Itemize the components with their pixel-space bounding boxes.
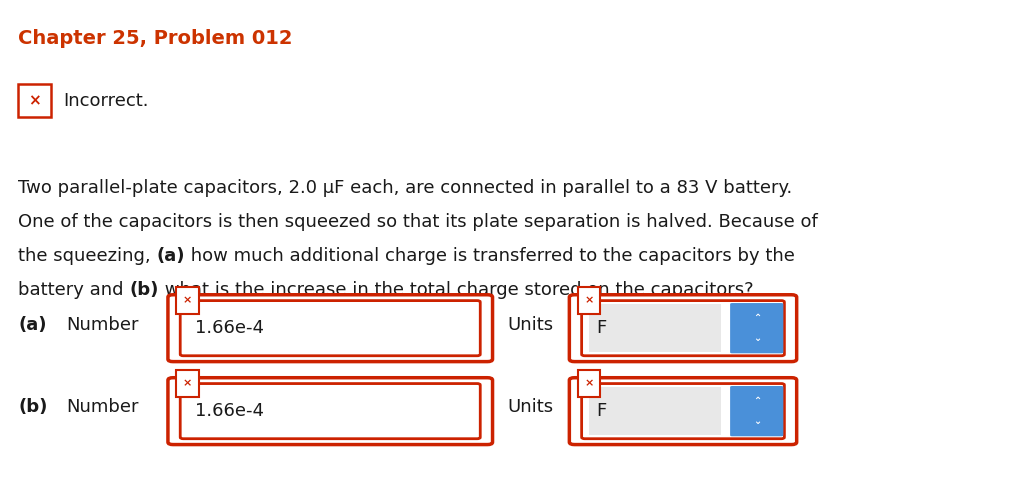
Text: what is the increase in the total charge stored on the capacitors?: what is the increase in the total charge… bbox=[159, 282, 754, 299]
FancyBboxPatch shape bbox=[180, 384, 480, 439]
Text: ×: × bbox=[584, 295, 594, 305]
Text: how much additional charge is transferred to the capacitors by the: how much additional charge is transferre… bbox=[185, 247, 796, 265]
Text: Units: Units bbox=[507, 399, 553, 416]
Text: the squeezing,: the squeezing, bbox=[18, 247, 157, 265]
Text: ⌄: ⌄ bbox=[753, 333, 761, 343]
Text: 1.66e-4: 1.66e-4 bbox=[195, 402, 263, 420]
Text: ×: × bbox=[182, 295, 193, 305]
Text: One of the capacitors is then squeezed so that its plate separation is halved. B: One of the capacitors is then squeezed s… bbox=[18, 213, 818, 231]
FancyBboxPatch shape bbox=[582, 384, 784, 439]
Bar bbox=[589, 387, 721, 435]
Text: Number: Number bbox=[67, 316, 139, 333]
Bar bbox=[578, 370, 600, 396]
FancyBboxPatch shape bbox=[569, 378, 797, 445]
Bar bbox=[18, 84, 51, 117]
Text: ×: × bbox=[182, 378, 193, 388]
Bar bbox=[578, 287, 600, 314]
Text: Number: Number bbox=[67, 399, 139, 416]
Text: (b): (b) bbox=[18, 399, 48, 416]
FancyBboxPatch shape bbox=[180, 301, 480, 356]
Bar bbox=[176, 287, 199, 314]
Text: Incorrect.: Incorrect. bbox=[63, 92, 148, 109]
Text: ×: × bbox=[29, 93, 41, 108]
Text: Units: Units bbox=[507, 316, 553, 333]
Text: ⌃: ⌃ bbox=[753, 396, 761, 406]
FancyBboxPatch shape bbox=[730, 303, 783, 353]
Bar bbox=[176, 370, 199, 396]
Text: 1.66e-4: 1.66e-4 bbox=[195, 319, 263, 337]
FancyBboxPatch shape bbox=[582, 301, 784, 356]
Text: ⌄: ⌄ bbox=[753, 416, 761, 426]
Text: Two parallel-plate capacitors, 2.0 μF each, are connected in parallel to a 83 V : Two parallel-plate capacitors, 2.0 μF ea… bbox=[18, 179, 793, 197]
FancyBboxPatch shape bbox=[168, 378, 493, 445]
Text: F: F bbox=[596, 319, 606, 337]
Text: (a): (a) bbox=[18, 316, 47, 333]
FancyBboxPatch shape bbox=[168, 295, 493, 362]
Text: ×: × bbox=[584, 378, 594, 388]
Text: (b): (b) bbox=[130, 282, 159, 299]
Text: ⌃: ⌃ bbox=[753, 313, 761, 323]
Text: F: F bbox=[596, 402, 606, 420]
FancyBboxPatch shape bbox=[730, 386, 783, 436]
Text: battery and: battery and bbox=[18, 282, 130, 299]
FancyBboxPatch shape bbox=[569, 295, 797, 362]
Text: (a): (a) bbox=[157, 247, 185, 265]
Text: Chapter 25, Problem 012: Chapter 25, Problem 012 bbox=[18, 29, 293, 48]
Bar bbox=[589, 304, 721, 352]
